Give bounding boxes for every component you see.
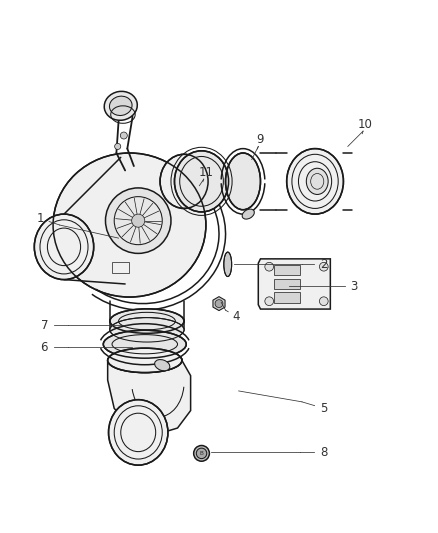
Text: 11: 11 xyxy=(198,166,213,179)
Circle shape xyxy=(319,262,328,271)
Ellipse shape xyxy=(306,168,328,195)
Circle shape xyxy=(319,297,328,305)
Ellipse shape xyxy=(110,318,184,342)
Circle shape xyxy=(215,300,223,308)
Text: 2: 2 xyxy=(320,258,328,271)
Circle shape xyxy=(132,214,145,227)
Text: 6: 6 xyxy=(41,341,48,354)
Ellipse shape xyxy=(109,400,168,465)
Ellipse shape xyxy=(110,309,184,333)
Ellipse shape xyxy=(155,360,170,371)
Text: 1: 1 xyxy=(36,212,44,225)
Circle shape xyxy=(120,132,127,139)
Ellipse shape xyxy=(287,149,343,214)
Polygon shape xyxy=(213,297,225,311)
FancyBboxPatch shape xyxy=(112,262,130,273)
Text: 7: 7 xyxy=(41,319,48,332)
Polygon shape xyxy=(274,293,300,303)
Ellipse shape xyxy=(104,91,137,120)
Ellipse shape xyxy=(103,330,186,358)
Text: 8: 8 xyxy=(320,446,328,458)
Ellipse shape xyxy=(53,153,206,297)
Circle shape xyxy=(265,262,274,271)
Ellipse shape xyxy=(108,348,182,373)
Circle shape xyxy=(265,297,274,305)
Text: 10: 10 xyxy=(358,118,373,131)
Text: B: B xyxy=(200,451,203,456)
Ellipse shape xyxy=(110,96,132,116)
Polygon shape xyxy=(258,259,330,309)
Polygon shape xyxy=(274,264,300,276)
Circle shape xyxy=(106,188,171,253)
Text: 5: 5 xyxy=(320,402,328,415)
Ellipse shape xyxy=(224,252,232,277)
Polygon shape xyxy=(274,279,300,289)
Text: 4: 4 xyxy=(233,310,240,323)
Ellipse shape xyxy=(160,154,208,208)
Circle shape xyxy=(115,143,121,149)
Circle shape xyxy=(196,448,207,458)
Circle shape xyxy=(194,446,209,461)
Polygon shape xyxy=(108,360,191,434)
Circle shape xyxy=(114,197,162,245)
Ellipse shape xyxy=(174,151,229,212)
Ellipse shape xyxy=(242,209,254,219)
Text: 9: 9 xyxy=(257,133,264,147)
Ellipse shape xyxy=(108,348,182,373)
Ellipse shape xyxy=(226,153,261,210)
Text: 3: 3 xyxy=(351,280,358,293)
Ellipse shape xyxy=(34,214,94,280)
